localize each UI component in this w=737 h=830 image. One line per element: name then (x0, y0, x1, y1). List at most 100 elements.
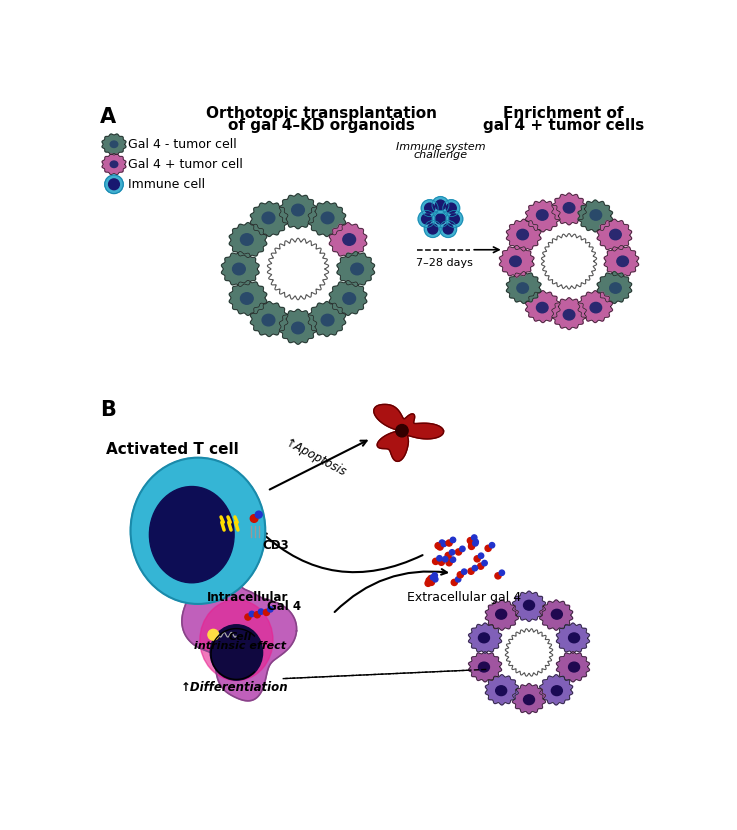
Circle shape (427, 224, 438, 234)
Text: challenge: challenge (413, 149, 467, 159)
Polygon shape (469, 623, 502, 653)
Ellipse shape (617, 256, 629, 266)
Text: Gal 4 + tumor cell: Gal 4 + tumor cell (128, 158, 242, 171)
Text: Enrichment of: Enrichment of (503, 105, 624, 120)
Ellipse shape (351, 263, 363, 275)
Polygon shape (337, 251, 374, 286)
Polygon shape (102, 134, 126, 154)
Polygon shape (597, 219, 632, 251)
Ellipse shape (609, 229, 621, 240)
Polygon shape (604, 246, 639, 277)
Polygon shape (308, 301, 346, 336)
Ellipse shape (537, 210, 548, 220)
Circle shape (485, 545, 492, 551)
Text: A: A (100, 107, 116, 127)
Text: CD3: CD3 (262, 539, 289, 551)
Circle shape (437, 555, 442, 561)
Polygon shape (552, 193, 587, 225)
Polygon shape (542, 233, 596, 289)
Ellipse shape (343, 234, 355, 246)
Ellipse shape (210, 625, 262, 680)
Polygon shape (506, 271, 541, 304)
Polygon shape (556, 652, 590, 682)
Circle shape (268, 607, 273, 612)
Circle shape (425, 203, 435, 213)
Circle shape (425, 580, 431, 586)
Circle shape (426, 578, 432, 583)
Text: ↑Apoptosis: ↑Apoptosis (283, 436, 349, 479)
Ellipse shape (292, 322, 304, 334)
Circle shape (455, 549, 461, 555)
Circle shape (450, 557, 455, 563)
Circle shape (439, 540, 444, 545)
Polygon shape (308, 202, 346, 237)
Circle shape (436, 200, 445, 210)
Ellipse shape (321, 315, 334, 326)
Polygon shape (500, 246, 534, 277)
Circle shape (446, 559, 453, 566)
Circle shape (457, 572, 464, 578)
Text: Extracellular gal 4: Extracellular gal 4 (407, 591, 520, 604)
Ellipse shape (523, 600, 534, 610)
Ellipse shape (262, 212, 275, 224)
Ellipse shape (496, 686, 506, 696)
Circle shape (443, 224, 453, 234)
Polygon shape (486, 600, 518, 630)
Circle shape (255, 511, 262, 518)
Ellipse shape (262, 315, 275, 326)
Circle shape (108, 179, 119, 190)
Ellipse shape (609, 283, 621, 293)
Circle shape (437, 544, 443, 550)
Polygon shape (512, 684, 545, 714)
Ellipse shape (478, 633, 489, 642)
Circle shape (451, 579, 458, 585)
Polygon shape (506, 219, 541, 251)
Circle shape (450, 537, 455, 543)
Polygon shape (506, 629, 553, 676)
Polygon shape (329, 222, 367, 257)
Circle shape (495, 573, 501, 579)
Circle shape (442, 556, 448, 562)
Polygon shape (102, 154, 126, 174)
Circle shape (455, 577, 461, 582)
Ellipse shape (563, 310, 575, 320)
Ellipse shape (240, 234, 254, 246)
Circle shape (478, 563, 483, 569)
Text: Gal 4 - tumor cell: Gal 4 - tumor cell (128, 138, 237, 151)
Text: Activated T cell: Activated T cell (105, 442, 238, 457)
Circle shape (461, 569, 467, 574)
Ellipse shape (563, 203, 575, 213)
Circle shape (105, 175, 123, 193)
Polygon shape (182, 559, 296, 701)
Circle shape (478, 553, 483, 559)
Circle shape (428, 579, 435, 585)
Ellipse shape (343, 293, 355, 305)
Circle shape (469, 542, 475, 548)
Circle shape (430, 574, 436, 580)
Text: Orthotopic transplantation: Orthotopic transplantation (206, 105, 436, 120)
Ellipse shape (510, 256, 521, 266)
Polygon shape (578, 200, 612, 232)
Ellipse shape (150, 486, 234, 583)
Ellipse shape (292, 204, 304, 216)
Circle shape (432, 197, 449, 213)
Circle shape (469, 544, 475, 549)
Circle shape (429, 578, 435, 583)
Circle shape (432, 211, 449, 227)
Circle shape (422, 214, 432, 224)
Ellipse shape (568, 633, 579, 642)
Polygon shape (279, 310, 317, 344)
Circle shape (263, 609, 270, 616)
Ellipse shape (200, 600, 273, 681)
Circle shape (259, 609, 264, 614)
Ellipse shape (590, 210, 601, 220)
Circle shape (460, 546, 465, 552)
Circle shape (468, 568, 474, 574)
Polygon shape (525, 200, 560, 232)
Circle shape (473, 540, 478, 544)
Ellipse shape (590, 302, 601, 313)
Circle shape (433, 559, 439, 564)
Polygon shape (556, 623, 590, 653)
Ellipse shape (240, 293, 254, 305)
Circle shape (249, 611, 254, 617)
